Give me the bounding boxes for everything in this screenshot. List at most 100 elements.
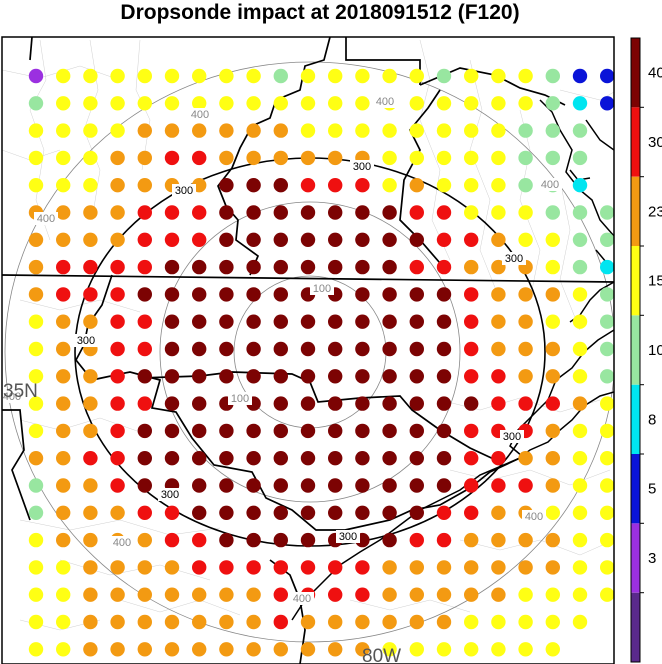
- impact-dot: [464, 560, 479, 575]
- impact-dot: [192, 96, 207, 111]
- impact-dot: [300, 451, 316, 466]
- impact-dot: [164, 396, 180, 411]
- impact-dot: [192, 68, 207, 84]
- impact-dot: [300, 123, 316, 138]
- impact-dot: [28, 505, 44, 520]
- impact-dot: [436, 587, 452, 602]
- impact-dot: [273, 614, 288, 630]
- impact-dot: [436, 451, 452, 466]
- impact-dot: [219, 587, 234, 602]
- impact-dot: [491, 560, 506, 575]
- impact-dot: [464, 178, 479, 193]
- impact-dot: [246, 178, 261, 193]
- impact-dot: [56, 96, 71, 111]
- impact-dot: [382, 532, 397, 548]
- impact-dot: [110, 587, 125, 602]
- impact-dot: [464, 505, 479, 520]
- ring-label-bg: [310, 282, 334, 295]
- impact-dot: [382, 396, 397, 411]
- impact-dot: [219, 532, 234, 548]
- impact-dot: [328, 205, 343, 220]
- impact-dot: [491, 205, 506, 220]
- impact-dot: [83, 150, 98, 166]
- impact-dot: [246, 205, 261, 220]
- impact-dot: [192, 532, 207, 548]
- impact-dot: [328, 259, 343, 275]
- ring-label-400: 400: [541, 179, 559, 191]
- impact-dot: [300, 150, 316, 166]
- impact-dot: [273, 287, 288, 302]
- impact-dot: [382, 178, 397, 193]
- impact-dot: [300, 178, 316, 193]
- impact-dot: [192, 150, 207, 166]
- impact-dot: [572, 123, 588, 138]
- impact-dot: [382, 642, 397, 657]
- impact-dot: [491, 396, 506, 411]
- impact-dot: [219, 287, 234, 302]
- impact-dot: [545, 341, 560, 357]
- impact-dot: [137, 68, 152, 84]
- impact-dot: [355, 96, 370, 111]
- impact-dot: [464, 68, 479, 84]
- impact-dot: [300, 478, 316, 493]
- ring-label-bg: [500, 430, 524, 443]
- impact-dot: [273, 341, 288, 357]
- impact-dot: [491, 341, 506, 357]
- impact-dot: [137, 478, 152, 493]
- colorbar: 3 5 8 10 15 23 30 40: [630, 37, 662, 663]
- impact-dot: [83, 259, 98, 275]
- impact-dot: [56, 532, 71, 548]
- impact-dot: [56, 478, 71, 493]
- impact-dot: [137, 205, 152, 220]
- impact-dot: [355, 205, 370, 220]
- impact-dot: [219, 478, 234, 493]
- impact-dot: [28, 123, 44, 138]
- impact-dot: [409, 560, 424, 575]
- impact-dot: [28, 451, 44, 466]
- impact-dot: [56, 150, 71, 166]
- colorbar-tick-label: 23: [648, 203, 662, 220]
- impact-dot: [409, 505, 424, 520]
- impact-dot: [600, 341, 614, 357]
- impact-dot: [219, 96, 234, 111]
- impact-dot: [409, 287, 424, 302]
- ring-label-bg: [373, 95, 397, 108]
- impact-dot: [572, 505, 588, 520]
- colorbar-segment: [631, 38, 640, 108]
- impact-dot: [83, 423, 98, 439]
- impact-dot: [28, 178, 44, 193]
- impact-dot: [56, 314, 71, 329]
- ring-label-400: 400: [293, 593, 311, 605]
- ring-label-bg: [228, 392, 252, 405]
- impact-dot: [83, 587, 98, 602]
- impact-dot: [491, 287, 506, 302]
- impact-dot: [273, 259, 288, 275]
- impact-dot: [600, 205, 614, 220]
- impact-dot: [572, 396, 588, 411]
- impact-dot: [300, 369, 316, 384]
- impact-dot: [491, 178, 506, 193]
- impact-dot: [273, 96, 288, 111]
- impact-dot: [409, 68, 424, 84]
- impact-dot: [518, 396, 533, 411]
- impact-dot: [137, 232, 152, 247]
- impact-dot: [436, 68, 452, 84]
- ring-labels: 100 100 300 300 300 300 300 300 300 400 400 400 400 4…: [2, 95, 562, 605]
- impact-dot: [164, 587, 180, 602]
- impact-dot: [110, 123, 125, 138]
- impact-dot: [137, 178, 152, 193]
- impact-dot: [436, 96, 452, 111]
- impact-dot: [164, 150, 180, 166]
- impact-dot: [545, 314, 560, 329]
- impact-dot: [219, 369, 234, 384]
- impact-dot: [273, 396, 288, 411]
- colorbar-segment: [631, 246, 640, 316]
- impact-dot: [518, 178, 533, 193]
- impact-dot: [246, 614, 261, 630]
- colorbar-segment: [631, 592, 640, 662]
- impact-dot: [328, 587, 343, 602]
- impact-dot: [56, 396, 71, 411]
- impact-dot: [382, 205, 397, 220]
- impact-dot: [110, 314, 125, 329]
- impact-dot: [219, 560, 234, 575]
